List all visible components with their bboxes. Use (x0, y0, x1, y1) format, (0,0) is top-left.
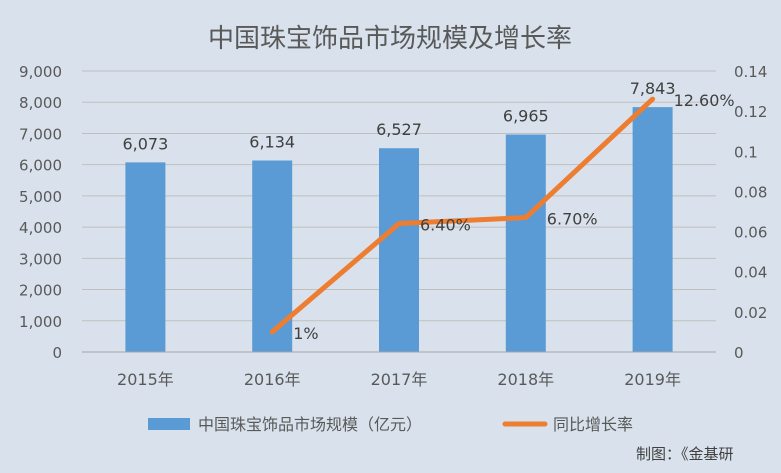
legend: 中国珠宝饰品市场规模（亿元） 同比增长率 (148, 415, 633, 434)
left-tick-label: 6,000 (19, 157, 62, 175)
source-note: 制图：《金基研 (636, 445, 734, 463)
left-tick-label: 9,000 (19, 63, 62, 81)
bar (252, 160, 293, 352)
x-tick-label: 2017年 (371, 370, 428, 389)
legend-bar-swatch (148, 418, 190, 430)
x-tick-label: 2015年 (117, 370, 174, 389)
line-value-label: 6.70% (547, 210, 598, 229)
line-value-label: 12.60% (674, 91, 735, 110)
bar-value-label: 6,073 (122, 134, 168, 153)
bar (632, 107, 673, 352)
line-value-label: 6.40% (420, 216, 471, 235)
bar (125, 162, 166, 352)
left-tick-label: 3,000 (19, 250, 62, 268)
left-tick-label: 8,000 (19, 94, 62, 112)
bar-value-label: 6,965 (503, 107, 549, 126)
bar-value-label: 7,843 (630, 79, 676, 98)
left-tick-label: 1,000 (19, 313, 62, 331)
right-y-axis: 0 0.02 0.04 0.06 0.08 0.1 0.12 0.14 (734, 63, 767, 362)
legend-bar-label: 中国珠宝饰品市场规模（亿元） (198, 415, 422, 434)
x-axis: 2015年 2016年 2017年 2018年 2019年 (82, 351, 716, 389)
right-tick-label: 0.1 (734, 143, 758, 161)
legend-line-label: 同比增长率 (553, 415, 633, 434)
right-tick-label: 0.08 (734, 183, 767, 201)
right-tick-label: 0.14 (734, 63, 767, 81)
bar (505, 134, 546, 352)
left-tick-label: 5,000 (19, 188, 62, 206)
left-tick-label: 4,000 (19, 219, 62, 237)
x-tick-label: 2019年 (624, 370, 681, 389)
data-labels: 6,073 6,134 6,527 6,965 7,843 1% 6.40% 6.70% 12.… (122, 79, 734, 343)
line-series (269, 96, 656, 335)
x-tick-label: 2018年 (497, 370, 554, 389)
bar (379, 148, 419, 352)
growth-line (269, 96, 656, 335)
bar-value-label: 6,134 (249, 132, 295, 151)
left-tick-label: 7,000 (19, 125, 62, 143)
right-tick-label: 0 (734, 344, 744, 362)
right-tick-label: 0.12 (734, 103, 767, 121)
line-value-label: 1% (293, 324, 318, 343)
bar-value-label: 6,527 (376, 120, 422, 139)
left-tick-label: 2,000 (19, 282, 62, 300)
x-tick-label: 2016年 (244, 370, 301, 389)
right-tick-label: 0.04 (734, 264, 767, 282)
right-tick-label: 0.02 (734, 304, 767, 322)
left-tick-label: 0 (52, 344, 62, 362)
chart-title: 中国珠宝饰品市场规模及增长率 (208, 24, 572, 54)
left-y-axis: 0 1,000 2,000 3,000 4,000 5,000 6,000 7,000 8,00… (19, 63, 62, 362)
bar-series (125, 107, 673, 352)
right-tick-label: 0.06 (734, 224, 767, 242)
